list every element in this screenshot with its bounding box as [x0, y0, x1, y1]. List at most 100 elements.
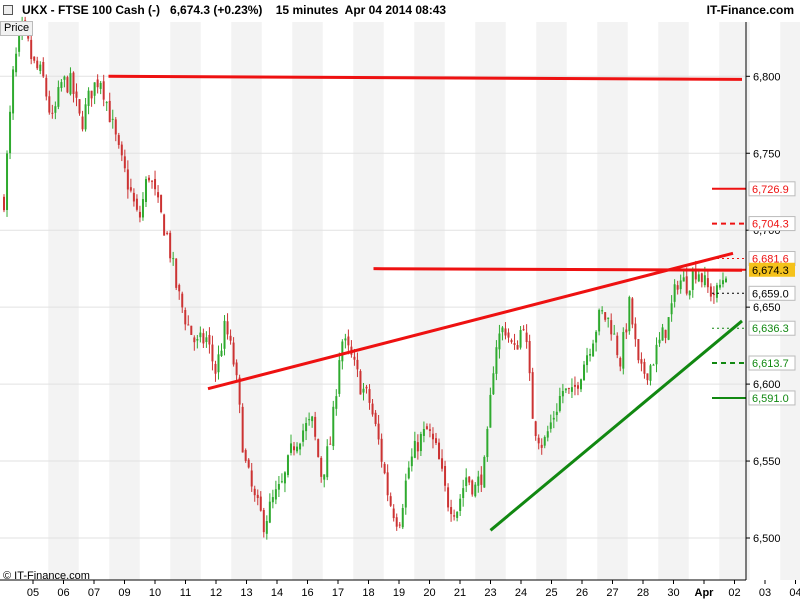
candle-body — [721, 280, 724, 285]
candle-body — [75, 91, 78, 98]
candle-body — [667, 317, 670, 340]
candle-body — [141, 199, 144, 218]
candle-body — [359, 371, 362, 395]
candle-body — [483, 456, 486, 488]
candle-body — [362, 388, 365, 393]
candle-body — [616, 335, 619, 356]
trendline — [108, 74, 743, 81]
candle-body — [519, 330, 522, 348]
candle-body — [516, 345, 519, 350]
candle-body — [567, 388, 570, 390]
day-band — [780, 22, 800, 580]
level-tag-label: 6,636.3 — [752, 323, 789, 335]
candle-body — [311, 416, 314, 422]
candle-body — [244, 450, 247, 461]
candle-body — [428, 429, 431, 431]
candle-body — [613, 333, 616, 335]
candle-body — [250, 470, 253, 487]
candle-body — [570, 387, 573, 392]
candle-body — [664, 329, 667, 338]
candle-body — [51, 112, 54, 114]
candle-body — [265, 521, 268, 534]
candle-body — [247, 459, 250, 468]
candle-body — [132, 192, 135, 202]
candle-body — [679, 280, 682, 290]
level-tag-box — [748, 355, 796, 371]
candle-body — [57, 87, 60, 107]
candle-body — [308, 419, 311, 421]
candle-body — [111, 118, 114, 120]
candle-body — [525, 332, 528, 343]
last-price-badge — [749, 262, 795, 277]
candle-body — [9, 111, 12, 154]
candle-body — [540, 444, 543, 448]
candle-body — [700, 273, 703, 283]
candle-body — [652, 364, 655, 366]
candle-body — [193, 337, 196, 343]
candle-body — [462, 488, 465, 498]
candle-body — [235, 362, 238, 376]
candle-body — [489, 394, 492, 428]
candles — [3, 16, 727, 540]
candle-body — [181, 293, 184, 308]
candle-body — [187, 324, 190, 326]
candle-body — [561, 390, 564, 397]
candle-body — [114, 119, 117, 135]
candle-body — [431, 433, 434, 440]
day-band — [170, 22, 201, 580]
day-band — [597, 22, 628, 580]
candle-body — [102, 81, 105, 100]
candle-body — [691, 271, 694, 290]
trendline — [207, 251, 734, 391]
day-band — [292, 22, 323, 580]
candle-body — [425, 426, 428, 430]
x-tick-label: 20 — [423, 587, 435, 599]
candle-body — [670, 303, 673, 315]
candle-body — [323, 474, 326, 480]
x-tick-label: 17 — [332, 587, 344, 599]
candle-body — [579, 379, 582, 390]
candle-body — [643, 361, 646, 374]
candle-body — [217, 354, 220, 373]
candle-body — [501, 327, 504, 333]
candle-body — [595, 331, 598, 343]
candle-body — [419, 434, 422, 452]
candle-body — [441, 458, 444, 469]
candle-body — [172, 258, 175, 260]
candle-body — [688, 290, 691, 296]
x-tick-label: 07 — [88, 587, 100, 599]
day-band — [353, 22, 384, 580]
candle-body — [268, 501, 271, 523]
candle-body — [465, 477, 468, 487]
candle-body — [468, 476, 471, 483]
candle-body — [450, 507, 453, 515]
candle-body — [178, 284, 181, 292]
candle-body — [329, 443, 332, 445]
candle-body — [371, 403, 374, 415]
candle-body — [347, 336, 350, 346]
candle-body — [416, 442, 419, 452]
candle-body — [607, 317, 610, 319]
candle-body — [338, 360, 341, 394]
candle-body — [625, 329, 628, 333]
day-band — [719, 22, 750, 580]
candle-body — [534, 421, 537, 437]
candle-body — [392, 508, 395, 519]
candle-body — [138, 211, 141, 218]
candle-body — [3, 196, 5, 211]
x-tick-label: 23 — [484, 587, 496, 599]
candle-body — [42, 61, 45, 77]
level-tag-label: 6,726.9 — [752, 184, 789, 196]
candle-body — [573, 384, 576, 387]
candle-body — [135, 198, 138, 210]
candle-body — [296, 446, 299, 452]
candle-body — [289, 443, 292, 453]
candle-body — [634, 323, 637, 340]
candle-body — [78, 99, 81, 114]
candle-body — [549, 422, 552, 429]
candle-body — [33, 56, 36, 61]
x-tick-label: 27 — [606, 587, 618, 599]
candle-body — [190, 325, 193, 335]
level-tag-box — [748, 181, 796, 197]
candle-body — [335, 396, 338, 409]
